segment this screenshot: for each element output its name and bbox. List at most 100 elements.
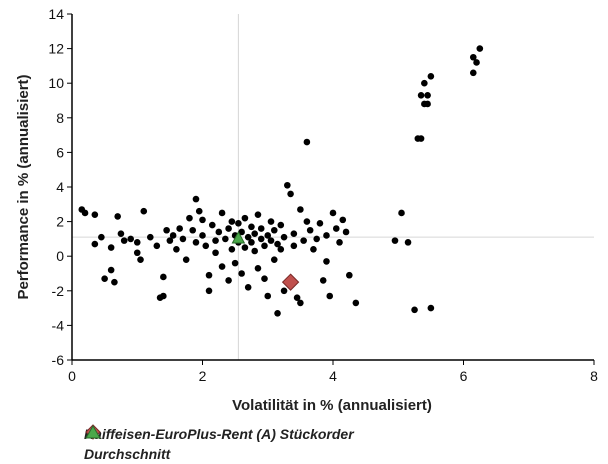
data-point [166, 237, 174, 244]
y-tick-label: 12 [48, 41, 64, 57]
y-tick-label: 6 [56, 144, 64, 160]
data-point [303, 138, 311, 146]
data-point [91, 240, 99, 248]
data-point [427, 304, 435, 312]
legend-label-fund: Raiffeisen-EuroPlus-Rent (A) Stückorder [84, 426, 354, 442]
data-point [261, 275, 268, 282]
data-point [427, 72, 435, 80]
data-point [332, 225, 340, 232]
data-point [107, 266, 115, 274]
y-tick-label: 4 [56, 179, 64, 195]
data-point [117, 230, 125, 238]
data-point [98, 233, 105, 241]
data-point [137, 256, 144, 263]
data-point [244, 284, 252, 291]
data-point [133, 239, 141, 246]
data-point [270, 226, 278, 234]
average-marker [231, 230, 246, 244]
data-point [147, 233, 154, 241]
x-tick-label: 2 [199, 368, 207, 384]
data-point [173, 245, 180, 253]
data-point [114, 213, 121, 220]
data-point [244, 233, 252, 241]
data-point [297, 299, 304, 307]
data-point [160, 273, 167, 281]
data-point [391, 237, 399, 244]
data-point [241, 244, 249, 251]
x-tick-label: 8 [590, 368, 598, 384]
data-point [254, 211, 262, 218]
data-point [199, 232, 206, 239]
data-point [264, 292, 272, 300]
fund-marker [281, 273, 300, 291]
data-point [215, 228, 223, 236]
data-point [231, 259, 239, 267]
data-point [323, 258, 330, 265]
y-tick-label: 14 [48, 6, 64, 22]
data-point [120, 237, 128, 244]
data-point [192, 239, 200, 246]
data-point [346, 271, 353, 279]
data-point [238, 228, 245, 236]
data-point [153, 242, 161, 250]
data-point [212, 249, 219, 257]
axes [71, 14, 594, 361]
data-point [251, 247, 258, 255]
data-point [248, 223, 255, 231]
data-point [111, 278, 118, 286]
data-point [284, 181, 291, 189]
data-point [251, 230, 258, 238]
data-point [186, 214, 193, 222]
data-point [81, 209, 89, 217]
x-tick-label: 4 [329, 368, 337, 384]
data-point [228, 245, 236, 253]
data-point [225, 225, 232, 232]
data-point [101, 275, 108, 282]
y-tick-label: -2 [52, 283, 65, 299]
data-point [339, 216, 347, 224]
data-point [133, 249, 141, 257]
data-point [257, 235, 265, 243]
data-point [163, 226, 170, 234]
data-point [469, 53, 477, 61]
data-point [205, 271, 213, 279]
legend-item-average: Durchschnitt [84, 425, 354, 464]
data-point [127, 235, 135, 243]
data-point [195, 207, 203, 215]
data-point [398, 209, 405, 217]
data-point [336, 239, 343, 246]
data-point [264, 232, 272, 239]
data-point [473, 59, 480, 66]
data-point [293, 294, 301, 302]
data-point [329, 209, 337, 217]
data-point [140, 207, 148, 215]
data-point [270, 256, 278, 263]
data-point [306, 226, 314, 234]
data-point [424, 92, 431, 99]
data-point [192, 195, 200, 203]
highlight-markers [231, 230, 300, 291]
data-point [199, 216, 206, 224]
data-point [205, 287, 213, 295]
data-point [267, 237, 275, 244]
data-point [179, 235, 187, 243]
data-point [238, 270, 245, 277]
data-point [208, 221, 216, 229]
data-point [274, 309, 281, 317]
data-point [222, 235, 229, 243]
reference-lines [72, 14, 594, 360]
data-point [342, 228, 350, 236]
data-point [411, 306, 418, 314]
data-point [303, 218, 311, 225]
triangle-icon [85, 425, 101, 439]
data-point [316, 220, 324, 227]
legend-label-average: Durchschnitt [84, 446, 171, 462]
y-axis-label: Performance in % (annualisiert) [15, 74, 32, 299]
data-point [323, 232, 330, 239]
x-tick-label: 0 [68, 368, 76, 384]
data-point [404, 239, 412, 246]
data-point [107, 244, 115, 251]
data-point [228, 218, 236, 225]
data-point [261, 242, 268, 250]
